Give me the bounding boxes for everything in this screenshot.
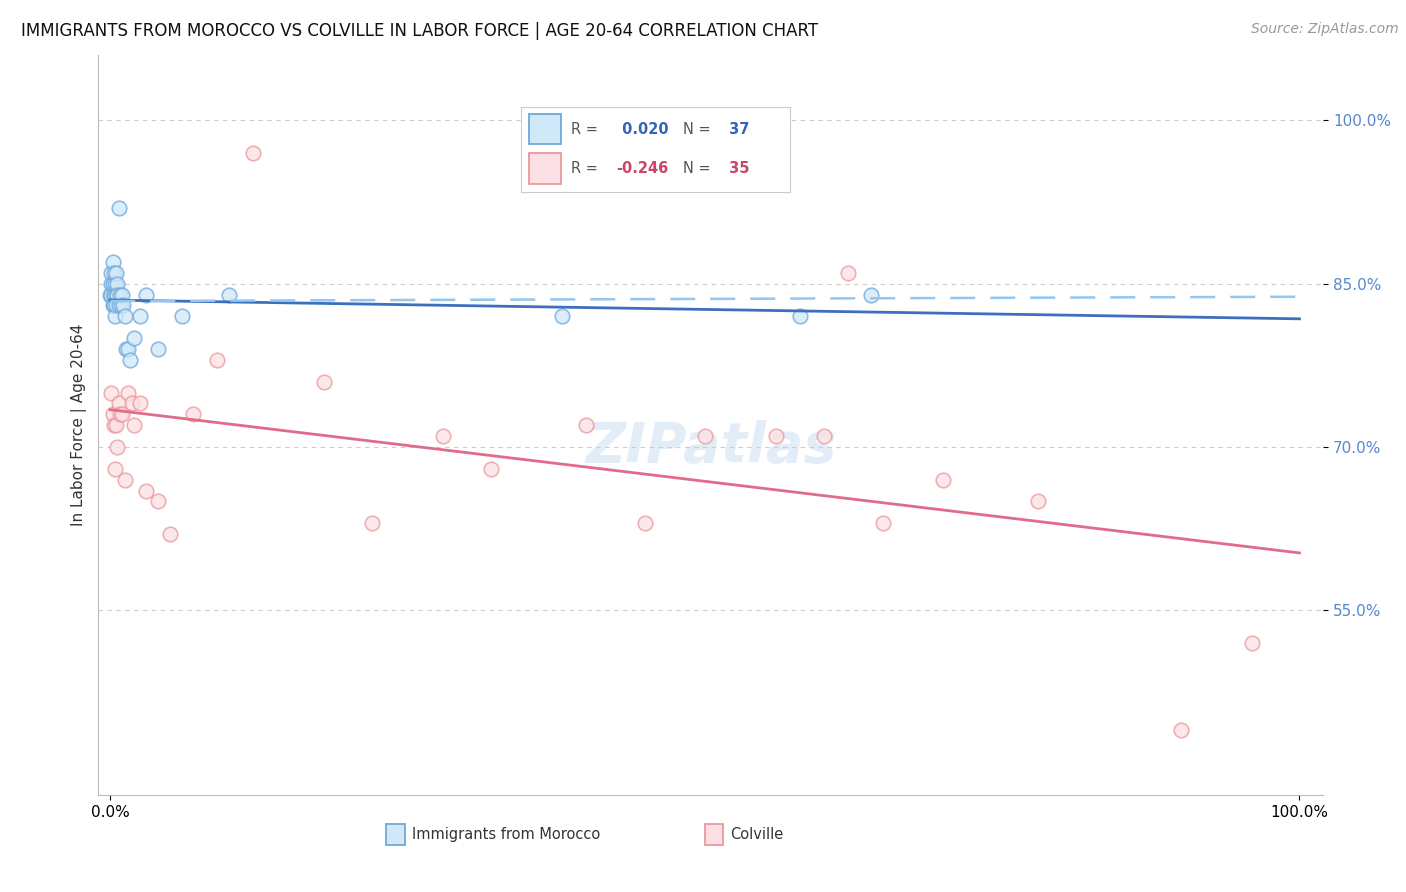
Point	[432, 429, 454, 443]
Point	[100, 277, 122, 291]
Point	[105, 418, 128, 433]
Point	[765, 429, 787, 443]
Point	[100, 287, 122, 301]
Point	[183, 408, 205, 422]
Point	[105, 287, 128, 301]
Point	[101, 408, 124, 422]
Point	[135, 483, 157, 498]
Point	[103, 287, 125, 301]
Point	[789, 310, 811, 324]
Point	[117, 342, 139, 356]
Point	[112, 298, 135, 312]
Point	[105, 440, 128, 454]
Point	[103, 266, 125, 280]
Point	[360, 516, 382, 531]
Point	[121, 396, 143, 410]
Point	[107, 201, 129, 215]
Point	[103, 287, 125, 301]
Point	[120, 352, 142, 367]
Point	[104, 462, 127, 476]
Point	[107, 298, 129, 312]
Point	[104, 310, 127, 324]
Point	[122, 331, 145, 345]
Text: Source: ZipAtlas.com: Source: ZipAtlas.com	[1251, 22, 1399, 37]
Point	[100, 385, 122, 400]
Point	[146, 342, 169, 356]
FancyBboxPatch shape	[387, 824, 405, 845]
Point	[103, 418, 125, 433]
Point	[107, 396, 129, 410]
Point	[1240, 636, 1263, 650]
Point	[479, 462, 502, 476]
Text: Immigrants from Morocco: Immigrants from Morocco	[412, 827, 600, 842]
Point	[101, 277, 124, 291]
Point	[101, 298, 124, 312]
Point	[104, 277, 127, 291]
Point	[114, 473, 136, 487]
Point	[111, 287, 134, 301]
Point	[111, 408, 134, 422]
Point	[1026, 494, 1049, 508]
Point	[105, 287, 128, 301]
Point	[551, 310, 574, 324]
Point	[129, 310, 152, 324]
Point	[314, 375, 336, 389]
Point	[207, 352, 229, 367]
Point	[105, 266, 128, 280]
Y-axis label: In Labor Force | Age 20-64: In Labor Force | Age 20-64	[72, 324, 87, 526]
Point	[159, 527, 181, 541]
Point	[101, 255, 124, 269]
Point	[860, 287, 883, 301]
Point	[931, 473, 953, 487]
Point	[693, 429, 716, 443]
Point	[170, 310, 193, 324]
Point	[100, 266, 122, 280]
Point	[110, 298, 132, 312]
Point	[117, 385, 139, 400]
Point	[837, 266, 859, 280]
Point	[98, 287, 121, 301]
Point	[108, 287, 131, 301]
Point	[1170, 723, 1192, 737]
Point	[146, 494, 169, 508]
Point	[105, 298, 128, 312]
Point	[575, 418, 598, 433]
FancyBboxPatch shape	[704, 824, 723, 845]
Point	[135, 287, 157, 301]
Point	[122, 418, 145, 433]
Point	[103, 298, 125, 312]
Point	[129, 396, 152, 410]
Text: IMMIGRANTS FROM MOROCCO VS COLVILLE IN LABOR FORCE | AGE 20-64 CORRELATION CHART: IMMIGRANTS FROM MOROCCO VS COLVILLE IN L…	[21, 22, 818, 40]
Point	[105, 277, 128, 291]
Point	[114, 342, 136, 356]
Point	[114, 310, 136, 324]
Text: ZIPatlas: ZIPatlas	[585, 420, 837, 475]
Text: Colville: Colville	[730, 827, 783, 842]
Point	[813, 429, 835, 443]
Point	[634, 516, 657, 531]
Point	[218, 287, 240, 301]
Point	[242, 146, 264, 161]
Point	[872, 516, 894, 531]
Point	[108, 408, 131, 422]
